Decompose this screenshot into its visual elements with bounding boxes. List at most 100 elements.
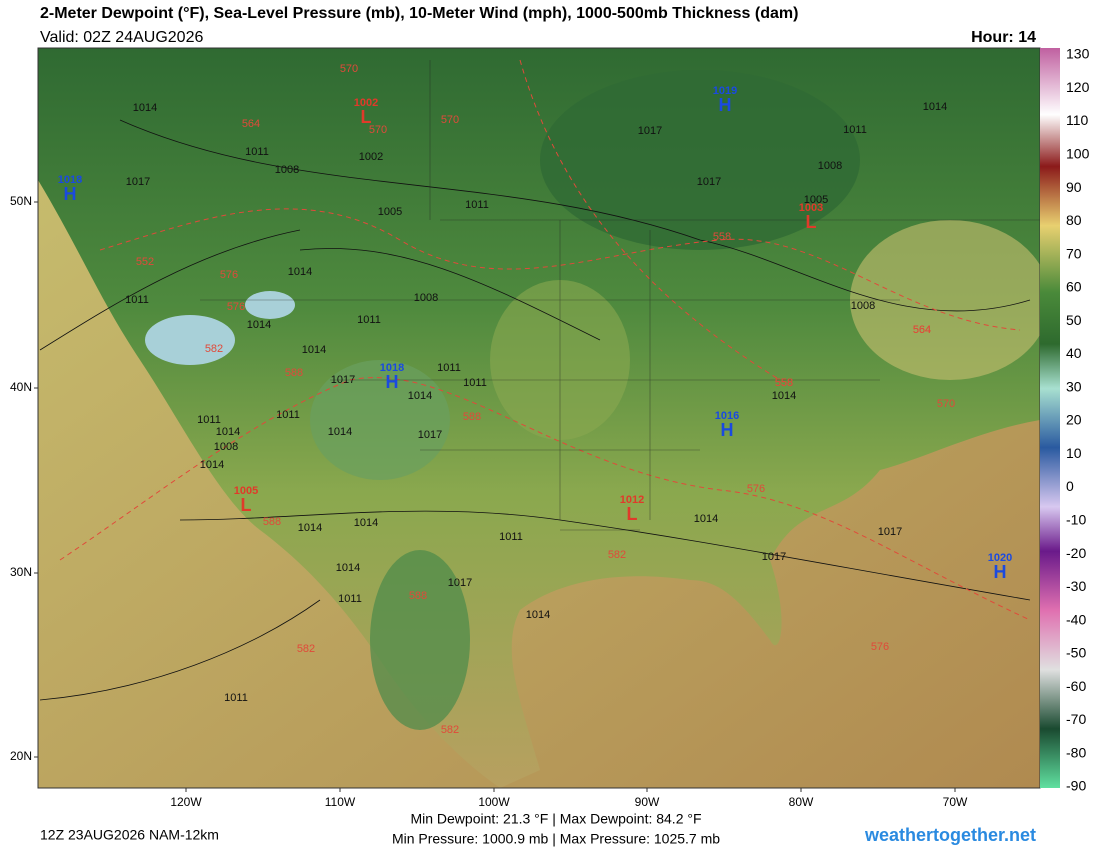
isobar-label: 1014 [526,609,550,621]
thickness-label: 588 [409,590,427,602]
lon-label: 80W [789,795,814,809]
isobar-label: 1014 [298,522,322,534]
isobar-label: 1011 [276,409,300,421]
thickness-label: 588 [285,367,303,379]
colorbar [1040,48,1060,788]
isobar-label: 1017 [418,429,442,441]
center-letter: L [627,504,638,524]
lon-label: 70W [943,795,968,809]
center-letter: L [806,212,817,232]
thickness-label: 558 [713,231,731,243]
thickness-label: 588 [263,516,281,528]
colorbar-label: -10 [1066,512,1086,528]
isobar-label: 1011 [338,593,362,605]
thickness-label: 576 [747,483,765,495]
isobar-label: 1014 [354,517,378,529]
isobar-label: 1017 [126,176,150,188]
colorbar-label: -70 [1066,711,1086,727]
center-value: 1005 [234,485,258,497]
thickness-label: 576 [227,301,245,313]
isobar-label: 1014 [288,266,312,278]
colorbar-label: -60 [1066,678,1086,694]
isobar-label: 1008 [414,292,438,304]
isobar-label: 1014 [133,102,157,114]
isobar-label: 1011 [245,146,269,158]
colorbar-label: 80 [1066,212,1082,228]
site-name: weathertogether.net [864,825,1036,845]
isobar-label: 1017 [448,577,472,589]
center-value: 1002 [354,97,378,109]
isobar-label: 1017 [878,526,902,538]
colorbar-label: -80 [1066,744,1086,760]
thickness-label: 576 [871,641,889,653]
center-value: 1003 [799,202,823,214]
isobar-label: 1008 [214,441,238,453]
colorbar-label: -20 [1066,545,1086,561]
center-value: 1018 [58,174,82,186]
isobar-label: 1014 [216,426,240,438]
isobar-label: 1002 [359,151,383,163]
colorbar-label: 110 [1066,112,1089,128]
isobar-label: 1008 [818,160,842,172]
isobar-label: 1011 [197,414,221,426]
center-value: 1020 [988,552,1012,564]
thickness-label: 582 [297,643,315,655]
colorbar-label: 20 [1066,412,1082,428]
isobar-label: 1017 [638,125,662,137]
isobar-label: 1014 [408,390,432,402]
isobar-label: 1011 [463,377,487,389]
thickness-label: 564 [242,118,260,130]
center-letter: L [241,495,252,515]
center-value: 1012 [620,494,644,506]
center-letter: H [64,184,77,204]
isobar-label: 1014 [302,344,326,356]
isobar-label: 1017 [762,551,786,563]
thickness-label: 564 [913,324,931,336]
colorbar-label: -90 [1066,778,1086,794]
colorbar-label: 30 [1066,378,1082,394]
isobar-label: 1008 [851,300,875,312]
center-letter: H [719,95,732,115]
pressure-range: Min Pressure: 1000.9 mb | Max Pressure: … [392,831,720,847]
forecast-hour: Hour: 14 [971,29,1036,46]
isobar-label: 1017 [331,374,355,386]
colorbar-label: 10 [1066,445,1082,461]
colorbar-label: 100 [1066,146,1090,162]
title: 2-Meter Dewpoint (°F), Sea-Level Pressur… [40,5,798,22]
colorbar-label: -30 [1066,578,1086,594]
lon-label: 100W [478,795,510,809]
center-letter: H [994,562,1007,582]
isobar-label: 1005 [804,194,828,206]
isobar-label: 1014 [923,101,947,113]
isobar-label: 1014 [694,513,718,525]
thickness-label: 570 [441,114,459,126]
lat-label: 50N [10,194,32,208]
center-letter: L [361,107,372,127]
isobar-label: 1008 [275,164,299,176]
isobar-label: 1014 [247,319,271,331]
colorbar-label: 130 [1066,46,1090,62]
thickness-label: 582 [441,724,459,736]
thickness-label: 582 [205,343,223,355]
shade [370,550,470,730]
colorbar-label: 50 [1066,312,1082,328]
isobar-label: 1011 [357,314,381,326]
isobar-label: 1011 [499,531,523,543]
dry-area [145,315,235,365]
colorbar-label: -40 [1066,611,1086,627]
isobar-label: 1011 [224,692,248,704]
colorbar-label: 0 [1066,478,1074,494]
lon-label: 120W [170,795,202,809]
isobar-label: 1017 [697,176,721,188]
isobar-line [39,119,1031,701]
colorbar-label: 120 [1066,79,1090,95]
isobar-label: 1014 [328,426,352,438]
isobar-label: 1011 [125,294,149,306]
lon-label: 110W [325,795,356,809]
thickness-label: 558 [775,377,793,389]
thickness-label: 558 [775,377,793,389]
lat-label: 30N [10,565,32,579]
thickness-label: 570 [937,398,955,410]
lat-label: 40N [10,380,32,394]
dry-area [245,291,295,319]
